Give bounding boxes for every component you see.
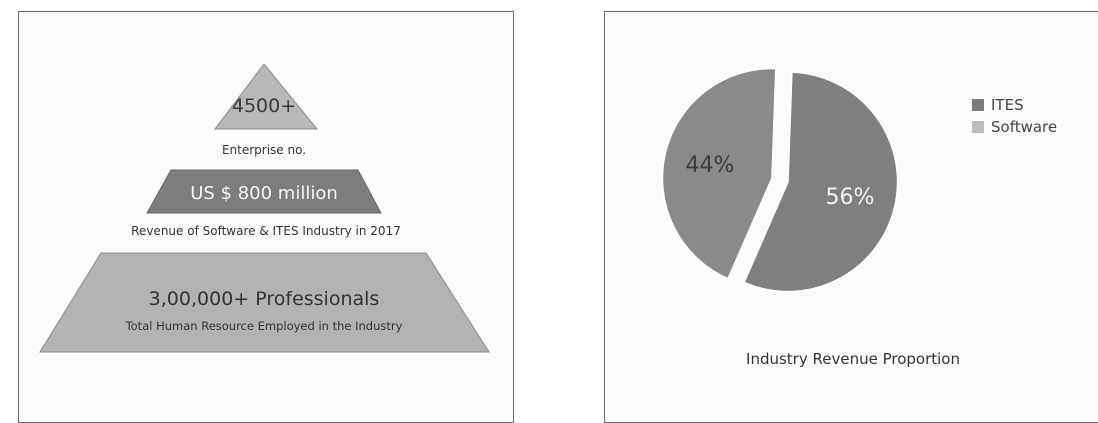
legend-item-ites: ITES <box>972 94 1057 116</box>
pyramid-middle-tier <box>146 169 382 214</box>
pie-slice-ites <box>742 70 899 293</box>
pie-label-software: 44% <box>686 153 735 178</box>
pie-label-ites: 56% <box>826 185 875 210</box>
chart-title: Industry Revenue Proportion <box>746 350 960 368</box>
pie-chart: 56% 44% <box>661 67 899 293</box>
pyramid-panel: 4500+ Enterprise no. US $ 800 million Re… <box>18 11 514 423</box>
pyramid-bottom-value: 3,00,000+ Professionals <box>148 288 380 310</box>
pyramid-middle-caption: Revenue of Software & ITES Industry in 2… <box>131 224 401 238</box>
pyramid-top-tier <box>213 63 319 130</box>
pie-chart-panel: 56% 44% ITES Software Industry Revenue Pr… <box>604 11 1098 423</box>
pyramid-top-caption: Enterprise no. <box>221 143 307 157</box>
legend-label-software: Software <box>991 118 1058 136</box>
pyramid-middle-value: US $ 800 million <box>190 183 338 204</box>
pie-slice-software <box>661 67 778 281</box>
legend-item-software: Software <box>972 116 1057 138</box>
pyramid-bottom-caption: Total Human Resource Employed in the Ind… <box>125 319 403 333</box>
legend: ITES Software <box>972 94 1057 138</box>
legend-label-ites: ITES <box>991 96 1024 114</box>
pyramid-top-value: 4500+ <box>231 95 297 117</box>
pyramid-graphic <box>39 63 490 353</box>
legend-swatch-software <box>972 121 984 133</box>
legend-swatch-ites <box>972 99 984 111</box>
pyramid-bottom-tier <box>39 252 490 353</box>
